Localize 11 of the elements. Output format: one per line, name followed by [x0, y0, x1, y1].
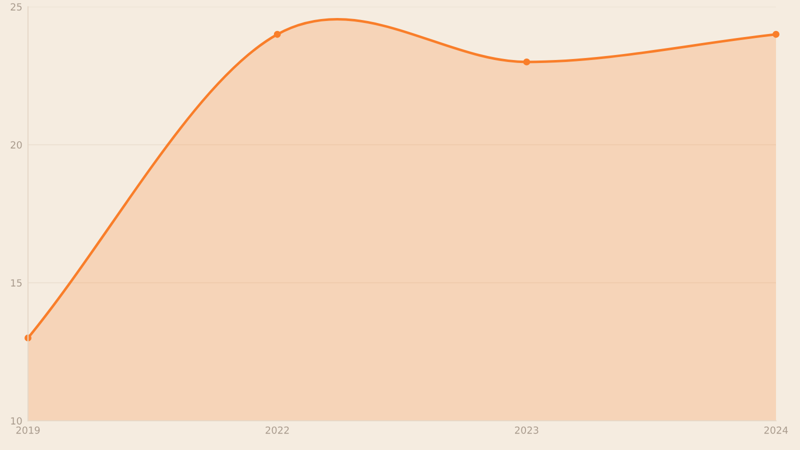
point: [772, 30, 780, 38]
point: [274, 30, 281, 38]
x-tick-label: 2022: [266, 426, 289, 434]
x-tick-label: 2024: [764, 426, 788, 434]
y-tick-label: 25: [10, 3, 22, 11]
x-tick-label: 2019: [16, 426, 40, 434]
y-tick-label: 15: [11, 279, 22, 287]
point: [523, 58, 530, 66]
y-tick-label: 10: [11, 417, 22, 425]
x-tick-label: 2023: [515, 426, 538, 434]
y-tick-label: 20: [10, 141, 22, 149]
